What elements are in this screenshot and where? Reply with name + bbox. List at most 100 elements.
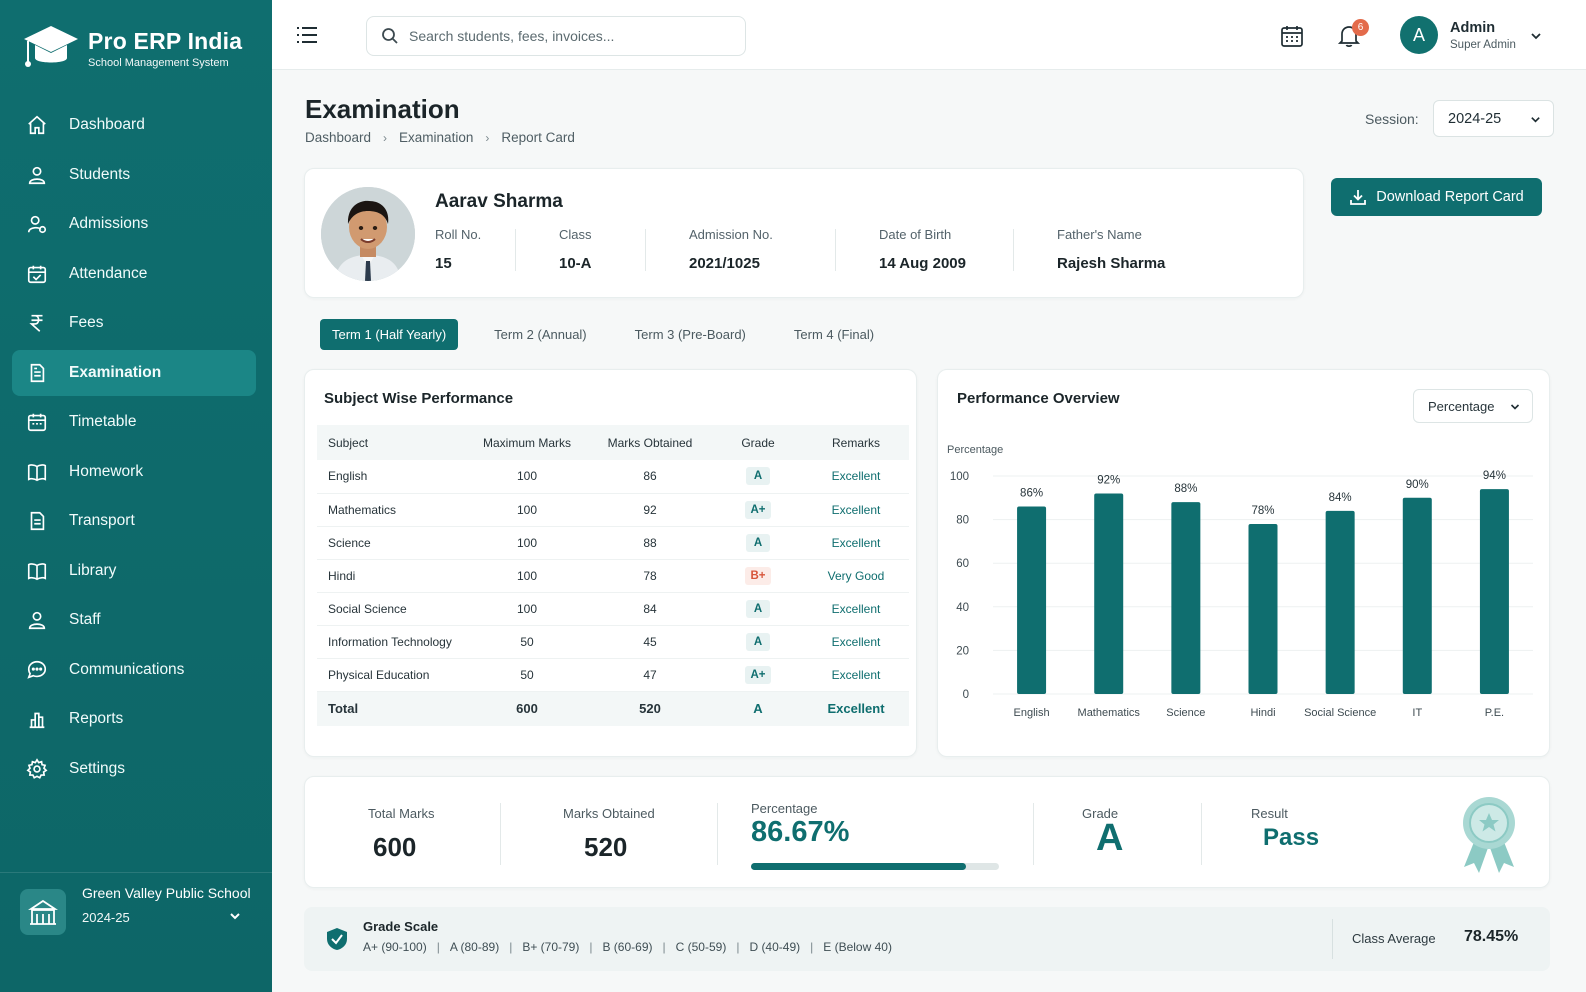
sidebar-item-label: Admissions	[69, 215, 149, 232]
tab-term-3[interactable]: Term 3 (Pre-Board)	[634, 327, 746, 342]
remark-text: Excellent	[831, 535, 881, 550]
page-title: Examination	[305, 94, 460, 124]
field-label: Admission No.	[689, 227, 773, 242]
y-axis-label: Percentage	[947, 444, 1003, 456]
sidebar-item-staff[interactable]: Staff	[12, 597, 256, 643]
sidebar-item-label: Homework	[69, 462, 144, 480]
student-info-card: Aarav Sharma Roll No. 15 Class 10-A Admi…	[304, 168, 1304, 298]
sidebar-item-label: Library	[69, 561, 117, 579]
sidebar-item-label: Examination	[69, 363, 162, 381]
fathers-name-field: Father's Name Rajesh Sharma	[1057, 227, 1165, 272]
field-value: 15	[435, 255, 452, 272]
sidebar-item-communications[interactable]: Communications	[12, 647, 256, 693]
remark-text: Excellent	[831, 667, 881, 682]
tab-term-2[interactable]: Term 2 (Annual)	[494, 327, 587, 342]
field-label: Father's Name	[1057, 227, 1142, 242]
shield-check-icon	[327, 928, 347, 950]
divider	[717, 803, 718, 865]
remark-text: Excellent	[831, 502, 881, 517]
max-marks-cell: 100	[467, 592, 587, 626]
sidebar-item-students[interactable]: Students	[12, 152, 256, 198]
grade-scale-title: Grade Scale	[363, 919, 439, 934]
session-select[interactable]: 2024-25	[1433, 100, 1554, 137]
max-marks-cell: 50	[467, 625, 587, 659]
brand[interactable]: Pro ERP India School Management System	[22, 22, 242, 74]
max-marks-cell: 100	[467, 493, 587, 527]
chart-metric-select[interactable]: Percentage	[1413, 389, 1533, 423]
breadcrumb-examination[interactable]: Examination	[399, 130, 474, 145]
sidebar-item-library[interactable]: Library	[12, 548, 256, 594]
grade-scale-item: C (50-59)	[675, 940, 727, 954]
sidebar-item-attendance[interactable]: Attendance	[12, 251, 256, 297]
subject-cell: Social Science	[317, 592, 467, 626]
total-marks-value: 600	[373, 832, 417, 862]
grade-value: A	[1096, 817, 1124, 859]
sidebar-item-admissions[interactable]: Admissions	[12, 201, 256, 247]
remarks-cell: Excellent	[803, 691, 909, 726]
breadcrumb: Dashboard › Examination › Report Card	[305, 130, 575, 145]
sidebar-item-fees[interactable]: Fees	[12, 300, 256, 346]
breadcrumb-dashboard[interactable]: Dashboard	[305, 130, 372, 145]
user-name[interactable]: Admin	[1450, 20, 1496, 36]
menu-icon[interactable]	[296, 26, 318, 44]
x-tick-label: Mathematics	[1078, 707, 1141, 719]
class-average-label: Class Average	[1352, 931, 1436, 946]
home-icon	[28, 115, 46, 135]
sidebar-item-reports[interactable]: Reports	[12, 696, 256, 742]
grade-cell: A	[713, 592, 803, 626]
divider	[1013, 229, 1014, 271]
tab-term-1[interactable]: Term 1 (Half Yearly)	[320, 319, 459, 350]
gear-icon	[26, 757, 48, 779]
percentage-value: 86.67%	[751, 816, 850, 848]
chevron-down-icon	[1510, 404, 1520, 410]
sidebar-item-settings[interactable]: Settings	[12, 746, 256, 792]
search-box[interactable]	[366, 16, 746, 56]
chart-icon	[29, 712, 45, 729]
y-tick-label: 0	[963, 689, 969, 701]
grade-scale-item: A (80-89)	[449, 940, 500, 954]
sidebar-item-transport[interactable]: Transport	[12, 498, 256, 544]
remarks-cell: Excellent	[803, 460, 909, 494]
obtained-cell: 92	[587, 493, 713, 527]
search-input[interactable]	[409, 28, 729, 44]
avatar[interactable]: A	[1400, 16, 1438, 54]
sidebar-item-examination[interactable]: Examination	[12, 349, 256, 396]
table-total-row: Total 600 520 A Excellent	[317, 691, 909, 726]
separator: |	[736, 940, 740, 954]
table-row: Information Technology 50 45 A Excellent	[317, 625, 909, 659]
search-icon	[382, 28, 398, 44]
divider	[515, 229, 516, 271]
document-icon	[30, 363, 45, 382]
table-row: English 100 86 A Excellent	[317, 460, 909, 494]
grade-badge: A	[746, 599, 770, 618]
sidebar-item-timetable[interactable]: Timetable	[12, 399, 256, 445]
table-row: Science 100 88 A Excellent	[317, 526, 909, 560]
download-report-card-button[interactable]: Download Report Card	[1331, 178, 1542, 216]
percentage-label: Percentage	[751, 801, 818, 816]
result-label: Result	[1251, 806, 1288, 821]
dob-field: Date of Birth 14 Aug 2009	[879, 227, 966, 272]
sidebar-item-dashboard[interactable]: Dashboard	[12, 102, 256, 148]
y-tick-label: 20	[956, 645, 969, 657]
tab-term-4[interactable]: Term 4 (Final)	[793, 327, 875, 342]
school-switcher[interactable]: Green Valley Public School 2024-25	[0, 872, 272, 992]
result-value: Pass	[1263, 824, 1320, 851]
chevron-down-icon[interactable]	[1530, 30, 1542, 42]
remark-text: Excellent	[831, 469, 881, 484]
bar-value-label: 84%	[1329, 492, 1352, 504]
download-icon	[1350, 190, 1367, 205]
percentage-progress-fill	[751, 863, 966, 870]
sidebar-item-label: Staff	[69, 611, 101, 628]
field-value: 2021/1025	[689, 255, 760, 272]
calendar-icon[interactable]	[1280, 24, 1304, 48]
book-icon	[27, 562, 47, 580]
user-icon	[28, 611, 46, 630]
grade-cell: A	[713, 625, 803, 659]
sidebar-item-homework[interactable]: Homework	[12, 449, 256, 495]
remarks-cell: Very Good	[803, 559, 909, 593]
bar	[1017, 506, 1047, 694]
field-value: 14 Aug 2009	[879, 255, 966, 272]
x-tick-label: Science	[1166, 707, 1205, 719]
chevron-down-icon[interactable]	[228, 909, 242, 923]
field-value: Rajesh Sharma	[1057, 255, 1166, 272]
